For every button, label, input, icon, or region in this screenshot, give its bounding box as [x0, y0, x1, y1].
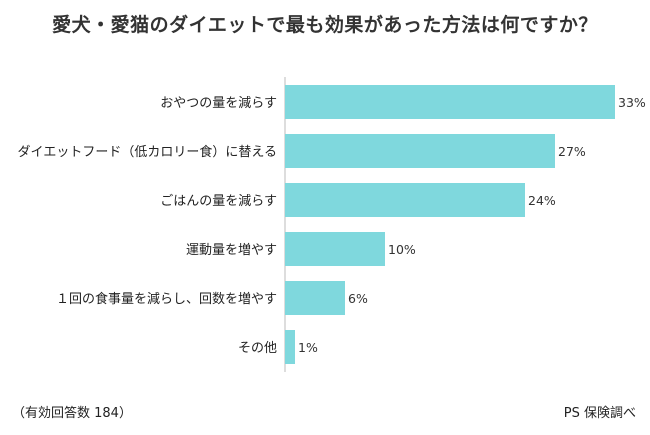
category-label-0: おやつの量を減らす	[160, 95, 277, 111]
value-label-0: 33%	[618, 95, 646, 110]
chart-title: 愛犬・愛猫のダイエットで最も効果があった方法は何ですか？	[52, 14, 598, 36]
bar-0	[285, 85, 615, 119]
bar-3	[285, 232, 385, 266]
response-count-note: （有効回答数 184）	[12, 406, 132, 421]
source-note: PS 保険調べ	[563, 406, 636, 421]
bar-4	[285, 281, 345, 315]
value-label-5: 1%	[298, 340, 318, 355]
category-label-1: ダイエットフード（低カロリー食）に替える	[18, 144, 277, 160]
value-label-3: 10%	[388, 242, 416, 257]
bar-1	[285, 134, 555, 168]
value-label-4: 6%	[348, 291, 368, 306]
category-label-3: 運動量を増やす	[186, 243, 277, 258]
category-label-4: １回の食事量を減らし、回数を増やす	[56, 291, 277, 307]
category-label-5: その他	[238, 341, 277, 356]
category-label-2: ごはんの量を減らす	[160, 193, 277, 209]
value-label-2: 24%	[528, 193, 556, 208]
value-label-1: 27%	[558, 144, 586, 159]
bar-5	[285, 330, 295, 364]
bar-2	[285, 183, 525, 217]
